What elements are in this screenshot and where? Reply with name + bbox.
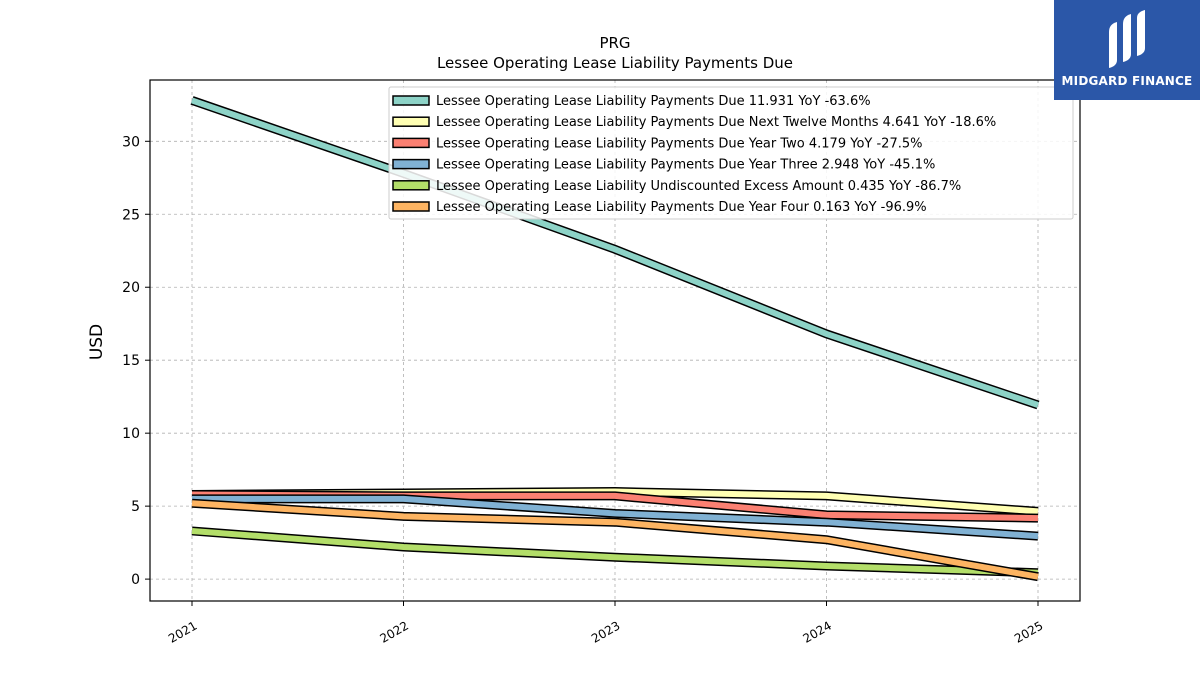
y-tick-label: 30: [122, 134, 140, 150]
y-axis-ticks: 0 5 10 15 20 25 30: [122, 134, 150, 588]
y-tick-label: 25: [122, 207, 140, 223]
legend-swatch: [392, 137, 430, 149]
legend-swatch: [392, 116, 430, 127]
legend-swatch: [392, 95, 430, 106]
legend-entry: Lessee Operating Lease Liability Payment…: [436, 136, 922, 151]
legend: Lessee Operating Lease Liability Payment…: [388, 86, 1074, 220]
legend-swatch: [392, 180, 430, 191]
brand-name: MIDGARD FINANCE: [1061, 74, 1193, 88]
legend-entry: Lessee Operating Lease Liability Payment…: [436, 94, 871, 109]
x-tick-label: 2023: [589, 618, 622, 645]
x-tick-label: 2022: [378, 618, 411, 645]
x-axis-ticks: 2021 2022 2023 2024 2025: [166, 601, 1046, 646]
y-tick-label: 20: [122, 280, 140, 296]
legend-swatch: [392, 201, 430, 212]
series-line: [191, 527, 1039, 576]
legend-entry: Lessee Operating Lease Liability Payment…: [436, 158, 935, 173]
y-axis-label: USD: [87, 324, 107, 360]
legend-entry: Lessee Operating Lease Liability Undisco…: [436, 179, 961, 194]
y-tick-label: 10: [122, 426, 140, 442]
midgard-logo-icon: [1109, 10, 1145, 68]
legend-swatch: [392, 158, 430, 170]
series-line: [191, 97, 1039, 408]
y-tick-label: 0: [131, 572, 140, 588]
chart-title: PRG: [599, 34, 630, 52]
series-line: [191, 500, 1039, 580]
y-tick-label: 5: [131, 499, 140, 515]
x-tick-label: 2021: [166, 618, 199, 645]
legend-entry: Lessee Operating Lease Liability Payment…: [436, 115, 996, 130]
y-tick-label: 15: [122, 353, 140, 369]
chart-subtitle: Lessee Operating Lease Liability Payment…: [437, 54, 793, 72]
plot-frame: [149, 79, 1081, 602]
legend-box: [388, 86, 1074, 220]
x-tick-label: 2025: [1012, 618, 1045, 645]
x-tick-label: 2024: [801, 618, 834, 645]
legend-entry: Lessee Operating Lease Liability Payment…: [436, 200, 927, 215]
brand-logo: MIDGARD FINANCE: [1054, 0, 1200, 100]
series-lines: [190, 96, 1040, 582]
series-line: [192, 495, 1039, 540]
